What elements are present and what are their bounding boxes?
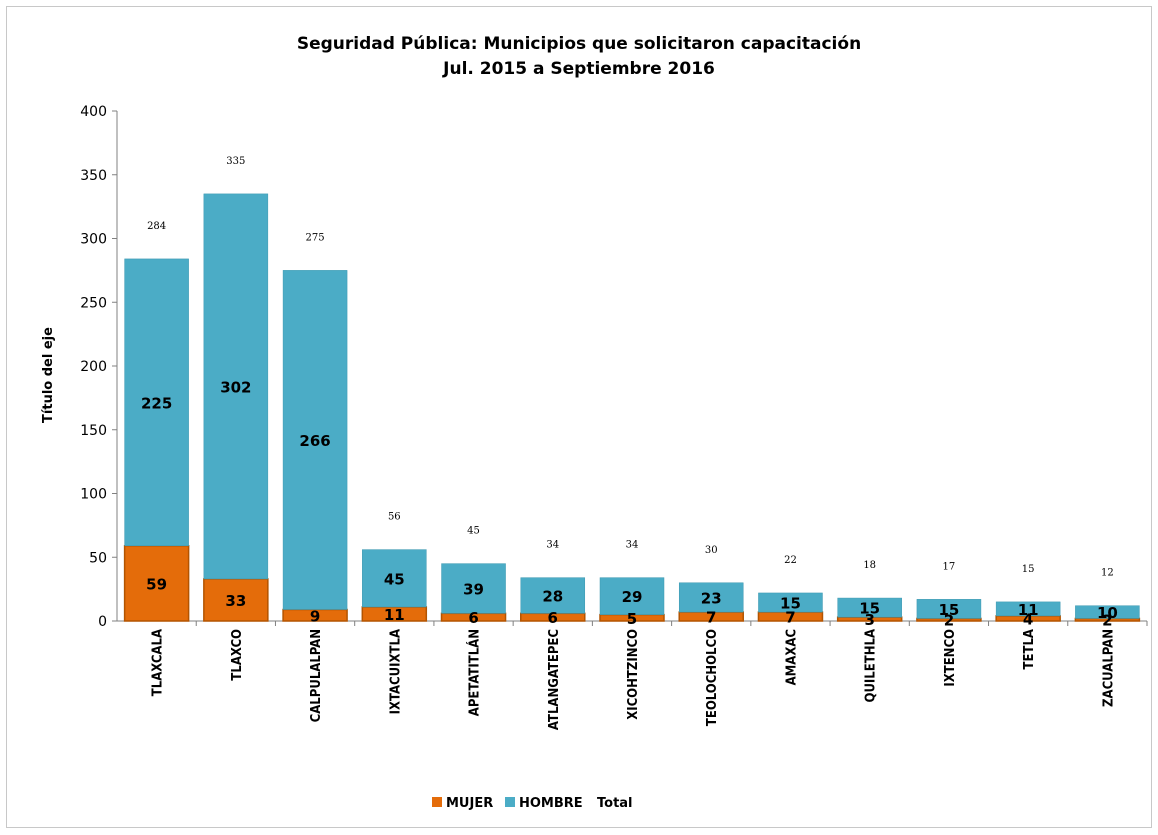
data-label-hombre: 225 [141, 394, 172, 412]
data-label-total: 56 [388, 512, 401, 523]
bar-hombre[interactable] [1075, 605, 1140, 619]
data-label-total: 15 [1022, 564, 1035, 575]
bar-hombre[interactable] [916, 599, 982, 619]
data-label-mujer: 33 [225, 592, 246, 610]
x-tick-label: TLAXCALA [151, 629, 166, 696]
bar-hombre[interactable] [837, 597, 902, 618]
legend-swatch [432, 797, 442, 807]
data-label-total: 12 [1101, 568, 1114, 579]
data-label-total: 45 [467, 526, 480, 537]
x-tick-label: AMAXAC [784, 629, 799, 685]
y-tick-label: 0 [98, 614, 107, 630]
bar-mujer[interactable] [123, 545, 190, 622]
y-tick-label: 50 [89, 550, 107, 566]
data-label-hombre: 15 [859, 600, 880, 618]
data-label-hombre: 45 [384, 570, 405, 588]
bar-hombre[interactable] [758, 592, 823, 613]
legend-swatch [505, 797, 515, 807]
bar-hombre[interactable] [441, 563, 506, 614]
data-label-total: 18 [863, 560, 876, 571]
x-tick-label: QUILETHLA [864, 629, 879, 703]
data-label-total: 34 [626, 540, 639, 551]
data-label-total: 30 [705, 545, 718, 556]
data-label-hombre: 28 [542, 588, 563, 606]
data-label-total: 335 [226, 156, 245, 167]
bar-hombre[interactable] [599, 577, 665, 615]
x-tick-label: CALPULALPAN [309, 629, 324, 722]
y-tick-label: 200 [80, 359, 107, 375]
bar-hombre[interactable] [678, 582, 744, 613]
bar-hombre[interactable] [203, 193, 269, 580]
data-label-hombre: 302 [220, 378, 251, 396]
y-tick-label: 400 [80, 104, 107, 120]
x-tick-label: IXTENCO [943, 629, 958, 687]
legend-label: Total [597, 796, 633, 811]
chart-frame: Seguridad Pública: Municipios que solici… [6, 6, 1152, 828]
data-label-total: 284 [147, 221, 166, 232]
data-label-mujer: 6 [468, 609, 478, 627]
x-tick-label: IXTACUIXTLA [388, 629, 403, 714]
x-tick-label: TLAXCO [230, 629, 245, 681]
y-tick-label: 100 [80, 487, 107, 503]
chart-subtitle: Jul. 2015 a Septiembre 2016 [442, 59, 715, 79]
data-label-hombre: 39 [463, 580, 484, 598]
x-tick-label: APETATITLÁN [467, 629, 483, 716]
bar-hombre[interactable] [362, 549, 427, 608]
data-label-mujer: 9 [310, 607, 320, 625]
data-label-mujer: 7 [706, 609, 716, 627]
x-tick-label: ATLANGATEPEC [547, 629, 562, 730]
legend: MUJER HOMBRE Total [432, 796, 633, 811]
x-tick-label: TEOLOCHOLCO [705, 629, 720, 726]
data-label-hombre: 266 [299, 432, 330, 450]
y-tick-label: 300 [80, 232, 107, 248]
bar-hombre[interactable] [124, 258, 189, 547]
data-label-hombre: 15 [938, 601, 959, 619]
data-label-mujer: 2 [1102, 612, 1112, 630]
data-label-total: 17 [943, 561, 956, 572]
data-label-mujer: 11 [384, 606, 405, 624]
data-label-hombre: 10 [1097, 604, 1118, 622]
x-tick-label: XICOHTZINCO [626, 629, 641, 720]
chart-title: Seguridad Pública: Municipios que solici… [297, 34, 861, 54]
data-label-total: 34 [546, 540, 559, 551]
bar-hombre[interactable] [282, 270, 348, 610]
y-tick-label: 150 [80, 423, 107, 439]
data-label-mujer: 5 [627, 610, 637, 628]
data-label-hombre: 11 [1018, 601, 1039, 619]
x-tick-label: TETLA [1022, 629, 1037, 669]
data-label-total: 22 [784, 555, 797, 566]
legend-label: MUJER [446, 796, 493, 811]
data-label-mujer: 59 [146, 575, 167, 593]
bar-mujer[interactable] [203, 578, 269, 622]
data-label-hombre: 15 [780, 595, 801, 613]
data-label-mujer: 2 [944, 612, 954, 630]
bar-hombre[interactable] [520, 577, 586, 614]
data-label-hombre: 29 [622, 588, 643, 606]
x-tick-label: ZACUALPAN [1101, 629, 1116, 707]
data-label-mujer: 7 [785, 609, 795, 627]
y-tick-label: 350 [80, 168, 107, 184]
legend-label: HOMBRE [519, 796, 583, 811]
plot-area: 05010015020025030035040059225284TLAXCALA… [80, 104, 1148, 730]
bar-hombre[interactable] [995, 601, 1061, 617]
y-axis-label: Título del eje [41, 327, 56, 423]
y-tick-label: 250 [80, 295, 107, 311]
data-label-mujer: 4 [1023, 610, 1033, 628]
data-label-mujer: 6 [548, 609, 558, 627]
chart: Seguridad Pública: Municipios que solici… [41, 34, 1148, 811]
data-label-mujer: 3 [864, 611, 874, 629]
data-label-hombre: 23 [701, 589, 722, 607]
data-label-total: 275 [306, 232, 325, 243]
